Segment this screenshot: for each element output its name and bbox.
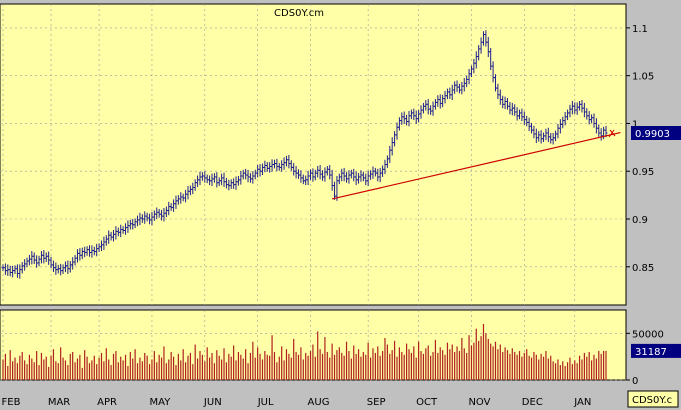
trendline <box>331 132 621 200</box>
month-label: OCT <box>416 397 438 408</box>
last-volume-label: 31187 <box>635 347 667 358</box>
volume-axis: 50000 0 <box>626 329 664 387</box>
last-volume-marker: 31187 <box>631 343 681 358</box>
last-price-label: 0.9903 <box>635 129 670 140</box>
month-label: AUG <box>308 397 330 408</box>
last-price-box <box>631 126 681 140</box>
month-axis: FEB MAR APR MAY JUN JUL AUG SEP OCT NOV DEC JAN <box>2 397 592 408</box>
volume-bars <box>2 324 607 380</box>
price-tick-label: 0.9 <box>632 215 648 226</box>
volume-tick-label: 50000 <box>632 329 664 340</box>
price-tick-label: 1 <box>632 119 638 130</box>
price-tick-label: 0.95 <box>632 167 654 178</box>
trendline-end-marker <box>608 129 616 138</box>
trendline-group <box>331 129 621 200</box>
price-panel <box>0 3 627 306</box>
price-bars <box>1 30 608 279</box>
symbol-footer-label: CDS0Y.c <box>632 395 672 406</box>
price-tick-label: 1.1 <box>632 24 648 35</box>
month-label: MAY <box>150 397 172 408</box>
month-label: JUL <box>257 397 274 408</box>
month-label: JAN <box>573 397 591 408</box>
month-label: APR <box>97 397 117 408</box>
chart-title: CDS0Y.cm <box>274 8 324 19</box>
month-label: SEP <box>367 397 386 408</box>
price-tick-label: 1.05 <box>632 72 654 83</box>
symbol-footer[interactable]: CDS0Y.c <box>627 390 679 408</box>
last-price-marker: 0.9903 <box>631 126 681 140</box>
month-label: DEC <box>522 397 543 408</box>
symbol-footer-box[interactable] <box>627 390 679 408</box>
month-label: NOV <box>468 397 490 408</box>
month-label: FEB <box>2 397 21 408</box>
last-volume-box <box>631 343 681 358</box>
month-label: MAR <box>48 397 70 408</box>
price-axis: 1.1 1.05 1 0.95 0.9 0.85 <box>626 24 654 274</box>
price-tick-label: 0.85 <box>632 263 654 274</box>
volume-tick-label: 0 <box>632 376 638 387</box>
month-label: JUN <box>203 397 222 408</box>
